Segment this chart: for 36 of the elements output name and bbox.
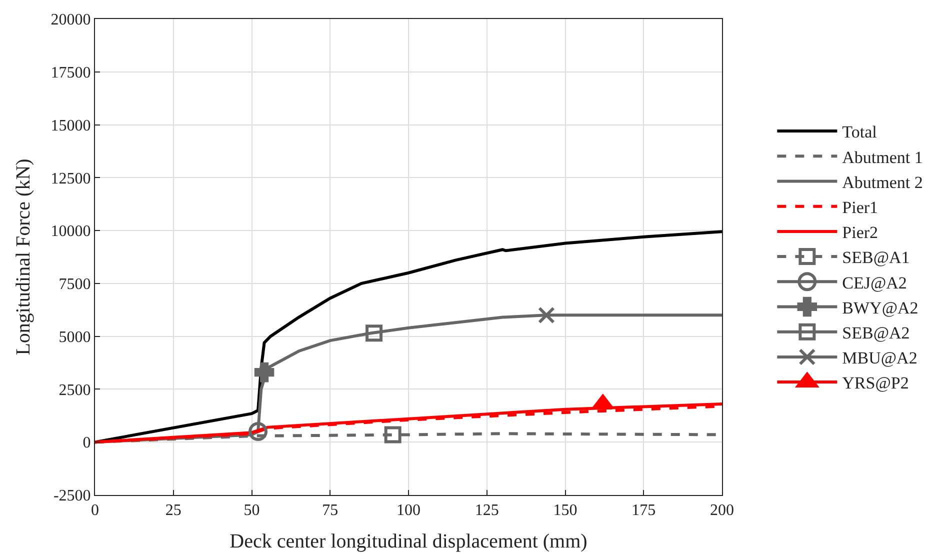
legend-label: Pier1 (842, 198, 878, 217)
legend-label: Total (842, 122, 878, 142)
legend-label: SEB@A1 (842, 248, 910, 268)
x-tick-label: 150 (553, 502, 578, 520)
x-tick-label: 50 (244, 502, 260, 520)
y-tick-label: 15000 (50, 117, 91, 134)
point (384, 426, 402, 444)
x-tick-label: 75 (322, 502, 338, 520)
legend-label: MBU@A2 (842, 348, 918, 368)
x-tick-label: 175 (632, 502, 656, 520)
legend-label: CEJ@A2 (842, 273, 907, 292)
x-tick-label: 100 (396, 502, 420, 520)
x-axis-title: Deck center longitudinal displacement (mm) (230, 530, 588, 553)
legend-label: Pier2 (842, 223, 878, 242)
y-tick-label: 17500 (50, 64, 91, 82)
legend-label: BWY@A2 (842, 298, 918, 318)
point (254, 362, 274, 382)
y-tick-label: 5000 (58, 328, 91, 346)
y-tick-label: 12500 (50, 170, 91, 188)
y-tick-label: 7500 (58, 276, 91, 294)
y-tick-label: 20000 (50, 12, 91, 29)
y-axis-title: Longitudinal Force (kN) (12, 158, 34, 356)
legend-label: YRS@P2 (842, 374, 909, 393)
y-tick-label: -2500 (53, 488, 91, 505)
x-tick-label: 25 (165, 502, 182, 520)
x-tick-label: 125 (474, 502, 499, 520)
point (248, 422, 268, 442)
legend-label: Abutment 1 (842, 148, 923, 167)
legend-label: Abutment 2 (842, 172, 923, 192)
x-tick-label: 200 (710, 502, 734, 520)
point (538, 306, 555, 324)
y-tick-label: 2500 (58, 382, 91, 399)
point (366, 324, 383, 342)
legend-label: SEB@A2 (842, 323, 910, 342)
y-tick-label: 0 (82, 434, 91, 452)
y-tick-label: 10000 (50, 223, 91, 240)
